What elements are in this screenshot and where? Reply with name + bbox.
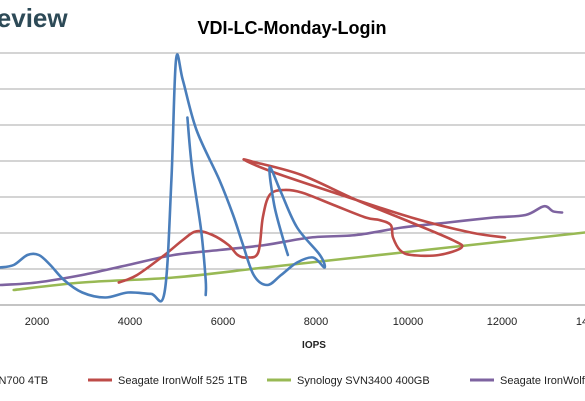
plot-area — [0, 53, 585, 303]
chart-title: VDI-LC-Monday-Login — [198, 18, 387, 38]
x-tick-label: 4000 — [118, 316, 142, 328]
x-tick-label: 8000 — [304, 316, 328, 328]
x-tick-label: 12000 — [487, 316, 518, 328]
x-tick-label: 2000 — [25, 316, 49, 328]
x-tick-label: 10000 — [393, 316, 424, 328]
series-line — [0, 53, 327, 303]
brand-logo: Review — [0, 3, 68, 33]
series-line — [12, 231, 585, 292]
legend-label: Seagate IronWolf 525 1TB — [118, 375, 247, 387]
x-tick-labels: 2000 4000 6000 8000 10000 12000 14 — [25, 316, 585, 328]
x-tick-label: 6000 — [211, 316, 235, 328]
series-line — [186, 116, 208, 297]
x-tick-label: 14 — [576, 316, 585, 328]
series-line — [0, 204, 564, 287]
legend-label: Seagate IronWolf — [500, 375, 585, 387]
legend-entry: Synology SVN3400 400GB — [267, 375, 430, 387]
legend-entry: Seagate IronWolf 525 1TB — [88, 375, 247, 387]
legend-label: Synology SVN3400 400GB — [297, 375, 430, 387]
x-axis-label: IOPS — [302, 340, 326, 351]
series-line — [117, 158, 507, 284]
gridlines — [0, 52, 585, 270]
legend-entry: Seagate IronWolf — [470, 375, 585, 387]
